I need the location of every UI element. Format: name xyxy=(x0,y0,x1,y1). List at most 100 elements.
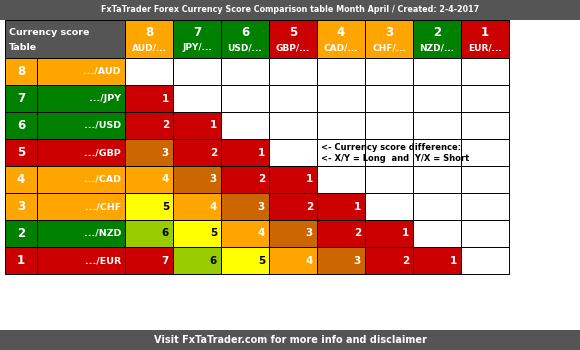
Bar xyxy=(365,139,413,166)
Text: 2: 2 xyxy=(354,229,361,238)
Bar xyxy=(173,58,221,85)
Text: <- Currency score difference:: <- Currency score difference: xyxy=(321,143,461,152)
Bar xyxy=(37,247,125,274)
Bar xyxy=(461,20,509,58)
Bar xyxy=(5,220,37,247)
Bar xyxy=(365,85,413,112)
Bar xyxy=(221,193,269,220)
Text: USD/...: USD/... xyxy=(227,43,262,52)
Bar xyxy=(269,85,317,112)
Text: CHF/...: CHF/... xyxy=(372,43,406,52)
Bar xyxy=(37,85,125,112)
Text: 5: 5 xyxy=(289,26,297,39)
Text: 1: 1 xyxy=(162,93,169,104)
Text: AUD/...: AUD/... xyxy=(132,43,166,52)
Bar xyxy=(413,220,461,247)
Bar xyxy=(221,58,269,85)
Bar xyxy=(269,247,317,274)
Bar xyxy=(5,58,37,85)
Text: Table: Table xyxy=(9,43,37,52)
Bar xyxy=(317,112,365,139)
Bar xyxy=(173,166,221,193)
Text: 2: 2 xyxy=(306,202,313,211)
Bar xyxy=(37,193,125,220)
Text: Visit FxTaTrader.com for more info and disclaimer: Visit FxTaTrader.com for more info and d… xyxy=(154,335,426,345)
Text: .../NZD: .../NZD xyxy=(84,229,121,238)
Text: 8: 8 xyxy=(17,65,25,78)
Bar xyxy=(125,247,173,274)
Text: .../EUR: .../EUR xyxy=(85,256,121,265)
Bar xyxy=(221,220,269,247)
Text: 6: 6 xyxy=(17,119,25,132)
Bar xyxy=(317,247,365,274)
Text: 6: 6 xyxy=(241,26,249,39)
Text: .../USD: .../USD xyxy=(84,121,121,130)
Bar xyxy=(221,85,269,112)
Text: EUR/...: EUR/... xyxy=(468,43,502,52)
Text: 1: 1 xyxy=(258,147,265,158)
Bar xyxy=(461,112,509,139)
Text: 2: 2 xyxy=(258,175,265,184)
Text: 1: 1 xyxy=(17,254,25,267)
Bar xyxy=(5,166,37,193)
Bar xyxy=(413,166,461,193)
Bar xyxy=(173,247,221,274)
Bar xyxy=(317,193,365,220)
Bar xyxy=(317,139,365,166)
Bar xyxy=(413,139,461,166)
Bar xyxy=(317,85,365,112)
Text: .../AUD: .../AUD xyxy=(84,67,121,76)
Text: 1: 1 xyxy=(210,120,217,131)
Text: .../CHF: .../CHF xyxy=(85,202,121,211)
Text: 6: 6 xyxy=(162,229,169,238)
Bar xyxy=(125,220,173,247)
Text: 3: 3 xyxy=(385,26,393,39)
Bar xyxy=(269,58,317,85)
Bar xyxy=(221,247,269,274)
Bar xyxy=(269,20,317,58)
Bar xyxy=(413,193,461,220)
Text: 4: 4 xyxy=(258,229,265,238)
Text: 6: 6 xyxy=(210,256,217,266)
Text: 4: 4 xyxy=(162,175,169,184)
Bar xyxy=(221,112,269,139)
Text: 4: 4 xyxy=(337,26,345,39)
Bar xyxy=(413,85,461,112)
Bar xyxy=(37,139,125,166)
Bar xyxy=(5,85,37,112)
Text: 3: 3 xyxy=(306,229,313,238)
Bar xyxy=(365,20,413,58)
Text: 8: 8 xyxy=(145,26,153,39)
Text: 3: 3 xyxy=(354,256,361,266)
Text: 1: 1 xyxy=(306,175,313,184)
Bar xyxy=(269,193,317,220)
Bar xyxy=(461,193,509,220)
Text: FxTrader: FxTrader xyxy=(226,161,447,203)
Bar xyxy=(37,166,125,193)
Text: 7: 7 xyxy=(162,256,169,266)
Bar xyxy=(125,166,173,193)
Bar xyxy=(173,20,221,58)
Text: 2: 2 xyxy=(210,147,217,158)
Text: GBP/...: GBP/... xyxy=(276,43,310,52)
Text: 2: 2 xyxy=(17,227,25,240)
Bar xyxy=(365,112,413,139)
Bar xyxy=(221,166,269,193)
Bar xyxy=(269,139,317,166)
Text: 7: 7 xyxy=(17,92,25,105)
Bar xyxy=(317,166,365,193)
Bar xyxy=(317,20,365,58)
Bar xyxy=(5,20,125,58)
Bar xyxy=(221,139,269,166)
Text: .../JPY: .../JPY xyxy=(89,94,121,103)
Text: 5: 5 xyxy=(162,202,169,211)
Bar xyxy=(365,166,413,193)
Bar xyxy=(173,139,221,166)
Bar xyxy=(5,193,37,220)
Bar xyxy=(5,112,37,139)
Text: 3: 3 xyxy=(258,202,265,211)
Bar xyxy=(461,85,509,112)
Bar xyxy=(461,220,509,247)
Bar xyxy=(125,193,173,220)
Text: 5: 5 xyxy=(210,229,217,238)
